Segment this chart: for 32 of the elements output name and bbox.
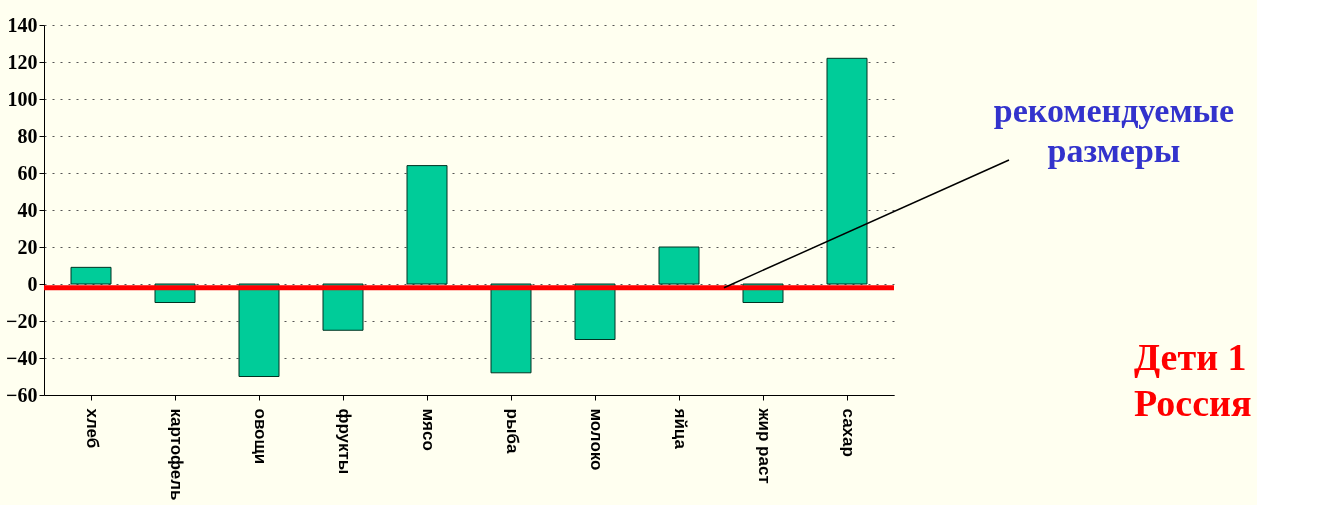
- bar: [238, 283, 280, 377]
- ref-line-label: рекомендуемые размеры: [993, 92, 1235, 169]
- y-tick-label: −20: [6, 309, 38, 332]
- text: Дети 1: [1134, 336, 1247, 378]
- bar: [322, 283, 364, 331]
- x-tick-label: фрукты: [334, 408, 354, 475]
- y-tick-label: −40: [6, 346, 38, 369]
- y-tick-label: 0: [27, 272, 38, 295]
- x-tick-label: сахар: [838, 408, 858, 457]
- bar: [574, 283, 616, 340]
- bar: [70, 266, 112, 285]
- y-tick-label: 120: [7, 50, 38, 73]
- x-tick-label: хлеб: [82, 408, 102, 449]
- x-tick-label: картофель: [166, 408, 186, 501]
- y-tick-label: 40: [17, 198, 38, 221]
- y-tick-label: 80: [17, 124, 38, 147]
- x-tick-label: жир раст: [754, 407, 774, 484]
- bar: [406, 165, 448, 285]
- x-tick-label: мясо: [418, 408, 438, 451]
- bar: [826, 57, 868, 285]
- bar: [490, 283, 532, 374]
- bar: [658, 246, 700, 285]
- x-tick-label: овощи: [250, 408, 270, 465]
- x-tick-label: рыба: [502, 408, 522, 454]
- y-tick-label: 140: [7, 13, 38, 36]
- text: Россия: [1134, 382, 1252, 424]
- x-tick-label: молоко: [586, 408, 606, 471]
- y-tick-label: 20: [17, 235, 38, 258]
- y-tick-label: 100: [7, 87, 38, 110]
- y-tick-label: 60: [17, 161, 38, 184]
- y-tick-label: −60: [6, 383, 38, 406]
- x-tick-label: яйца: [670, 407, 690, 450]
